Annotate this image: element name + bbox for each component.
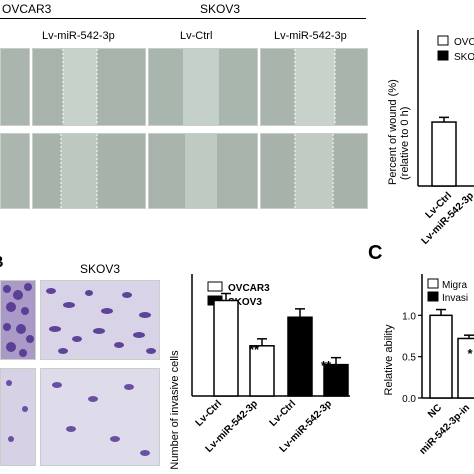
panelA-legend-swatch-skov3 [437, 50, 449, 61]
panelA-micrograph-r2c2 [32, 133, 146, 209]
panelB-sig-2: ** [321, 358, 332, 373]
panelB-bar-skov3-3 [323, 363, 349, 397]
panelB-letter: B [0, 254, 4, 272]
panelB-legend-skov3: SKOV3 [228, 297, 262, 308]
panelB-bar-ovcar3-1 [249, 345, 275, 397]
panelB-skov3-label: SKOV3 [80, 262, 121, 276]
panelC-bar-migra-0 [429, 314, 453, 399]
panelA-divider-line [0, 18, 366, 19]
panelA-micrograph-r1c3 [148, 48, 258, 126]
panelB-micrograph-r1c1 [0, 280, 36, 360]
panelB-legend-swatch-ovcar3 [207, 281, 223, 292]
panelA-ylabel-line1: Percent of wound (%) [387, 79, 399, 185]
panelC-letter: C [368, 242, 383, 264]
panelA-micrograph-r1c2 [32, 48, 146, 126]
panelA-micrograph-r2c1 [0, 133, 30, 209]
panelB-chart: Number of invasive cells OVCAR3 SKOV3 **… [169, 274, 350, 470]
panelA-bar-ovcar3-0 [431, 121, 457, 187]
panelA-legend-swatch-ovcar3 [437, 35, 449, 46]
panelB-bar-ovcar3-0 [213, 299, 239, 397]
panelC-legend-invasi: Invasi [442, 293, 468, 304]
panelC-bar-migra-1 [457, 337, 474, 399]
panelA-skov3-label: SKOV3 [200, 2, 241, 16]
panelC-xlabel-nc: NC [426, 402, 444, 420]
panelA-chart: Percent of wound (%) (relative to 0 h) O… [387, 30, 474, 247]
panelA-col-label-2: Lv-Ctrl [180, 30, 213, 42]
panelB-ylabel: Number of invasive cells [169, 350, 181, 470]
panelC-legend-swatch-migra [427, 278, 439, 289]
panelA-ylabel-line2: (relative to 0 h) [399, 107, 411, 180]
panelB-micrograph-r1c2 [40, 280, 160, 360]
panelA-micrograph-r2c4 [260, 133, 368, 209]
panelC-ytick-label: 1.0 [402, 311, 416, 322]
panelC-ylabel: Relative ability [383, 324, 395, 395]
panelB-bar-skov3-2 [287, 316, 313, 397]
panelA-legend-skov3: SKOV3 [454, 52, 474, 63]
panelB-legend-ovcar3: OVCAR3 [228, 283, 270, 294]
panelB-xlabel-1: Lv-Ctrl [194, 398, 225, 429]
panelA-col-label-1: Lv-miR-542-3p [42, 30, 115, 42]
panelB-xlabel-3: Lv-Ctrl [268, 398, 299, 429]
panelA-ovcar3-label: OVCAR3 [2, 2, 52, 16]
panelA-col-label-3: Lv-miR-542-3p [274, 30, 347, 42]
panelA-micrograph-r2c3 [148, 133, 258, 209]
panelC-xlabel-mir: miR-542-3p-in [418, 402, 473, 457]
panelA-micrograph-r1c4 [260, 48, 368, 126]
panelB-micrograph-r2c1 [0, 368, 36, 466]
panelB-micrograph-r2c2 [40, 368, 160, 466]
panelC-legend-swatch-invasi [427, 291, 439, 302]
panelC-sig-1: * [467, 346, 473, 361]
panelA-micrograph-r1c1 [0, 48, 30, 126]
panelB-sig-1: ** [249, 342, 260, 357]
panelC-ytick-label: 0.5 [402, 353, 416, 364]
panelC-legend-migra: Migra [442, 280, 467, 291]
panelC-ytick-label: 0.0 [402, 394, 416, 405]
panelC-chart: Relative ability 0.00.51.0 Migra Invasi … [383, 274, 474, 457]
panelA-legend-ovcar3: OVCAR3 [454, 37, 474, 48]
